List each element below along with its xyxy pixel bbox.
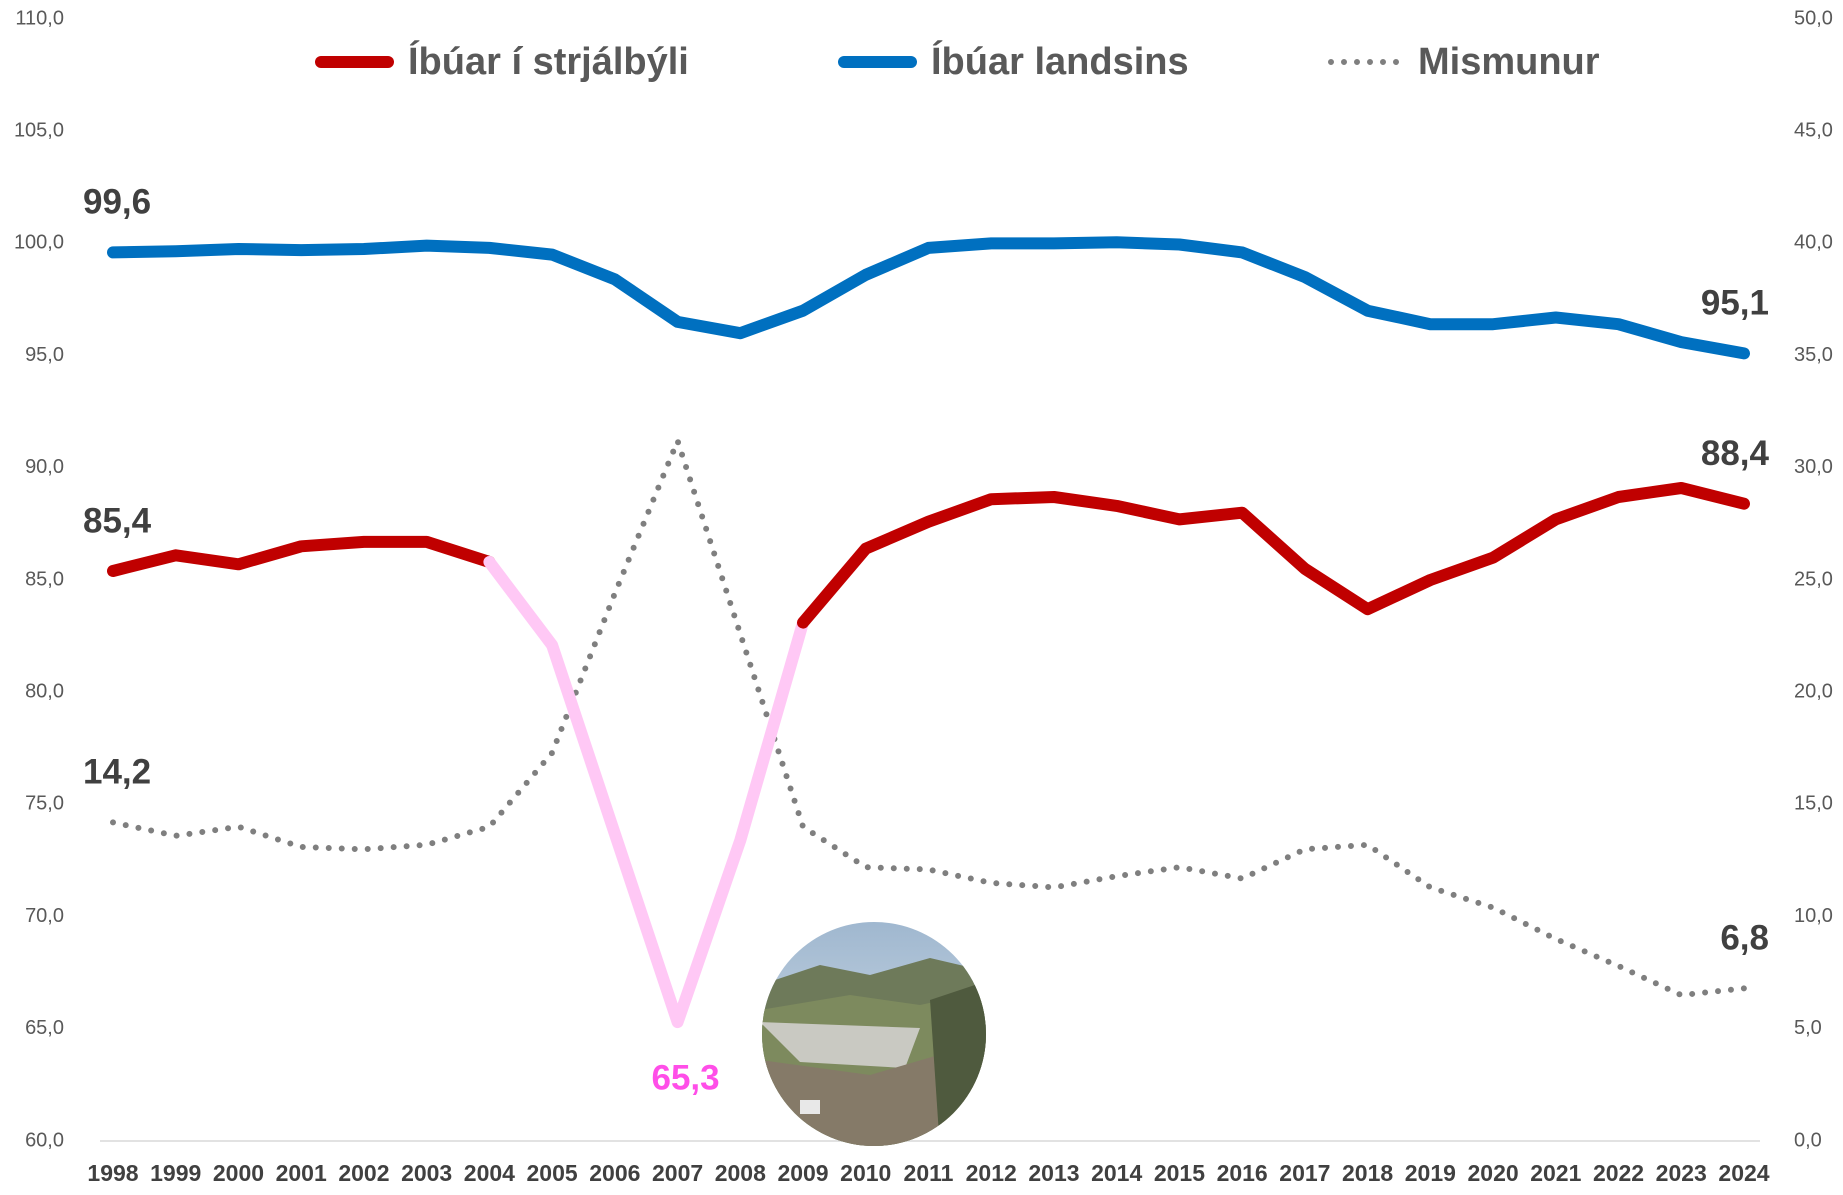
x-tick-label: 2020: [1467, 1160, 1518, 1186]
x-tick-label: 2001: [276, 1160, 327, 1186]
series-line: [489, 562, 803, 1022]
y2-tick-label: 0,0: [1794, 1129, 1822, 1151]
y-tick-label: 100,0: [14, 232, 64, 254]
y-tick-label: 75,0: [25, 793, 64, 815]
x-tick-label: 2024: [1718, 1160, 1769, 1186]
x-tick-label: 2016: [1217, 1160, 1268, 1186]
y-tick-label: 70,0: [25, 905, 64, 927]
data-label: 14,2: [83, 753, 151, 792]
legend-label: Íbúar í strjálbýli: [408, 39, 689, 83]
x-tick-label: 2009: [777, 1160, 828, 1186]
photo: [760, 920, 990, 1150]
x-tick-label: 2017: [1279, 1160, 1330, 1186]
x-tick-label: 1998: [87, 1160, 138, 1186]
x-tick-label: 2000: [213, 1160, 264, 1186]
x-tick-label: 2007: [652, 1160, 703, 1186]
y-tick-label: 85,0: [25, 568, 64, 590]
x-tick-label: 2018: [1342, 1160, 1393, 1186]
y2-tick-label: 20,0: [1794, 680, 1833, 702]
x-tick-label: 2012: [966, 1160, 1017, 1186]
chart: 60,0 65,0 70,0 75,0 80,0 85,0 90,0 95,0 100,0 105…: [0, 0, 1843, 1190]
legend-label: Mismunur: [1418, 41, 1600, 83]
legend-label: Íbúar landsins: [931, 39, 1189, 83]
x-tick-label: 2021: [1530, 1160, 1581, 1186]
y2-tick-label: 40,0: [1794, 232, 1833, 254]
x-tick-label: 2010: [840, 1160, 891, 1186]
x-tick-label: 2015: [1154, 1160, 1205, 1186]
y2-tick-label: 5,0: [1794, 1017, 1822, 1039]
x-tick-label: 2006: [589, 1160, 640, 1186]
y2-tick-label: 50,0: [1794, 7, 1833, 29]
y2-tick-label: 15,0: [1794, 793, 1833, 815]
y-tick-label: 60,0: [25, 1129, 64, 1151]
data-label: 95,1: [1701, 284, 1769, 323]
data-label: 88,4: [1701, 434, 1770, 473]
data-label: 65,3: [652, 1058, 720, 1097]
data-label: 99,6: [83, 183, 151, 222]
x-tick-label: 2005: [527, 1160, 578, 1186]
data-label: 6,8: [1720, 919, 1769, 958]
y-tick-label: 80,0: [25, 680, 64, 702]
y2-tick-label: 10,0: [1794, 905, 1833, 927]
y-tick-label: 65,0: [25, 1017, 64, 1039]
x-tick-label: 2013: [1028, 1160, 1079, 1186]
data-label: 85,4: [83, 501, 152, 540]
x-tick-label: 2019: [1405, 1160, 1456, 1186]
x-tick-label: 2004: [464, 1160, 515, 1186]
x-tick-label: 2002: [338, 1160, 389, 1186]
y-tick-label: 95,0: [25, 344, 64, 366]
x-tick-label: 2023: [1656, 1160, 1707, 1186]
x-tick-label: 2022: [1593, 1160, 1644, 1186]
y-tick-label: 110,0: [15, 7, 64, 29]
y2-tick-label: 45,0: [1794, 119, 1833, 141]
y2-tick-label: 25,0: [1794, 568, 1833, 590]
x-tick-label: 2011: [904, 1160, 954, 1186]
x-tick-label: 2014: [1091, 1160, 1142, 1186]
series-line: [803, 488, 1744, 623]
series-line: [113, 242, 1744, 353]
y-tick-label: 90,0: [25, 456, 64, 478]
series-line: [113, 542, 489, 571]
x-tick-label: 2003: [401, 1160, 452, 1186]
y2-tick-label: 35,0: [1794, 344, 1833, 366]
x-tick-label: 1999: [150, 1160, 201, 1186]
x-tick-label: 2008: [715, 1160, 766, 1186]
y2-tick-label: 30,0: [1794, 456, 1833, 478]
y-tick-label: 105,0: [14, 119, 64, 141]
